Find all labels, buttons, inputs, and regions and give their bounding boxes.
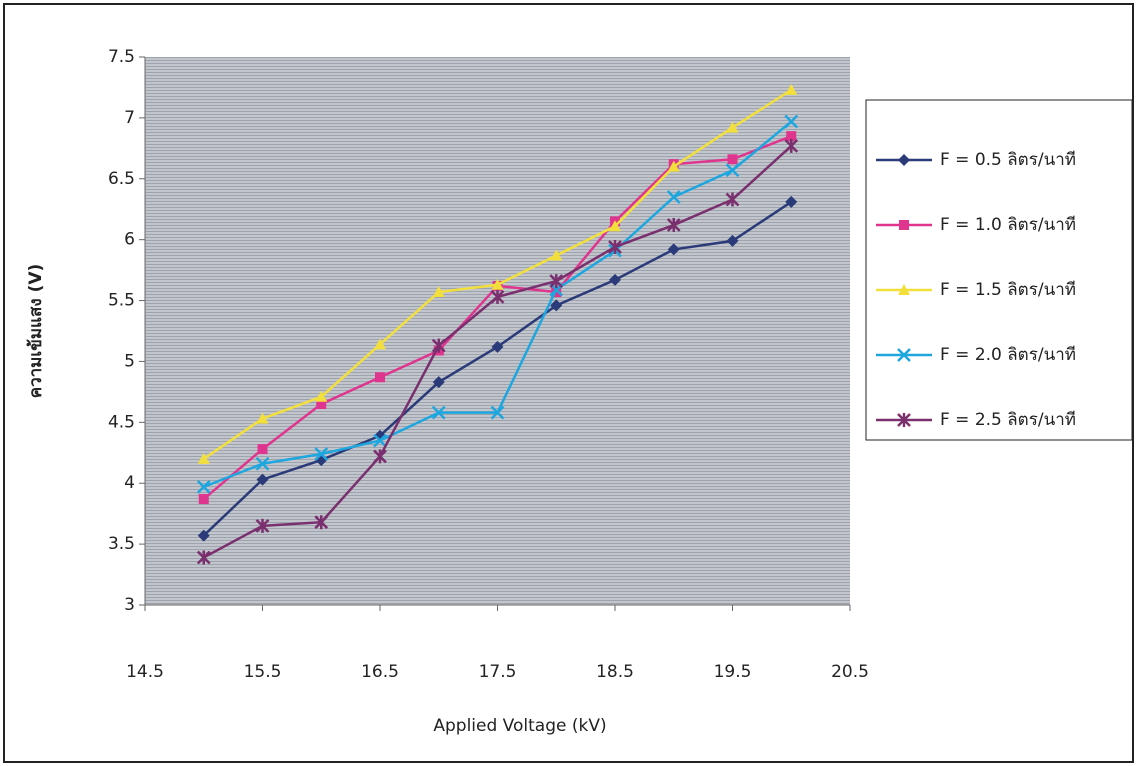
marker bbox=[432, 376, 445, 389]
y-tick-label: 3.5 bbox=[108, 534, 135, 554]
marker bbox=[667, 243, 680, 256]
marker bbox=[491, 278, 504, 290]
y-axis-label: ความเข้มแสง (V) bbox=[26, 264, 46, 399]
marker bbox=[490, 405, 505, 420]
legend-marker bbox=[899, 220, 909, 230]
x-tick-label: 20.5 bbox=[831, 662, 869, 682]
marker bbox=[667, 160, 680, 172]
marker bbox=[196, 479, 211, 494]
x-tick-label: 14.5 bbox=[126, 662, 164, 682]
legend-marker bbox=[898, 154, 910, 166]
marker bbox=[314, 515, 329, 530]
y-tick-label: 6 bbox=[124, 230, 135, 250]
marker bbox=[609, 220, 621, 232]
marker bbox=[491, 340, 504, 353]
y-tick-label: 5.5 bbox=[108, 291, 135, 311]
x-tick-label: 18.5 bbox=[596, 662, 634, 682]
marker bbox=[431, 338, 446, 353]
marker bbox=[316, 399, 327, 410]
x-tick-label: 17.5 bbox=[479, 662, 517, 682]
legend-label: F = 1.0 ลิตร/นาที bbox=[940, 215, 1076, 235]
legend-box bbox=[865, 99, 1133, 441]
x-tick-label: 15.5 bbox=[244, 662, 282, 682]
marker bbox=[255, 456, 270, 471]
marker bbox=[256, 412, 269, 424]
marker bbox=[431, 405, 446, 420]
legend-label: F = 2.0 ลิตร/นาที bbox=[940, 345, 1076, 365]
x-tick-label: 19.5 bbox=[714, 662, 752, 682]
marker bbox=[609, 273, 621, 286]
y-tick-label: 5 bbox=[124, 351, 135, 371]
legend-label: F = 0.5 ลิตร/นาที bbox=[940, 150, 1076, 170]
marker bbox=[373, 433, 387, 448]
legend-marker bbox=[897, 348, 911, 362]
marker bbox=[784, 138, 799, 153]
marker bbox=[549, 274, 564, 289]
marker bbox=[550, 299, 563, 312]
marker bbox=[315, 390, 328, 402]
marker bbox=[196, 550, 211, 565]
marker bbox=[666, 218, 681, 233]
legend-label: F = 2.5 ลิตร/นาที bbox=[940, 410, 1076, 430]
marker bbox=[785, 83, 798, 95]
y-tick-label: 7.5 bbox=[108, 47, 135, 67]
marker bbox=[550, 249, 563, 261]
marker bbox=[785, 195, 798, 208]
y-tick-label: 7 bbox=[124, 108, 135, 128]
marker bbox=[726, 234, 739, 247]
legend-marker bbox=[898, 284, 910, 295]
y-tick-label: 3 bbox=[124, 595, 135, 615]
marker bbox=[725, 192, 740, 207]
x-tick-label: 16.5 bbox=[361, 662, 399, 682]
marker bbox=[786, 131, 797, 142]
marker bbox=[374, 338, 386, 350]
marker bbox=[256, 473, 269, 486]
plot-area bbox=[145, 57, 850, 605]
marker bbox=[255, 518, 270, 533]
marker bbox=[373, 449, 387, 464]
marker bbox=[197, 452, 210, 464]
marker bbox=[198, 494, 209, 505]
marker bbox=[197, 529, 210, 542]
marker bbox=[666, 190, 681, 204]
y-tick-label: 4 bbox=[124, 473, 135, 493]
marker bbox=[314, 447, 329, 461]
marker bbox=[608, 239, 622, 254]
marker bbox=[727, 154, 738, 165]
legend-marker bbox=[897, 413, 911, 427]
marker bbox=[432, 286, 445, 298]
marker bbox=[726, 121, 739, 133]
legend-label: F = 1.5 ลิตร/นาที bbox=[940, 280, 1076, 300]
marker bbox=[490, 289, 505, 304]
y-tick-label: 6.5 bbox=[108, 169, 135, 189]
marker bbox=[257, 444, 268, 455]
y-tick-label: 4.5 bbox=[108, 412, 135, 432]
x-axis-label: Applied Voltage (kV) bbox=[433, 716, 606, 736]
marker bbox=[725, 163, 740, 178]
marker bbox=[784, 114, 799, 129]
marker bbox=[375, 372, 385, 383]
